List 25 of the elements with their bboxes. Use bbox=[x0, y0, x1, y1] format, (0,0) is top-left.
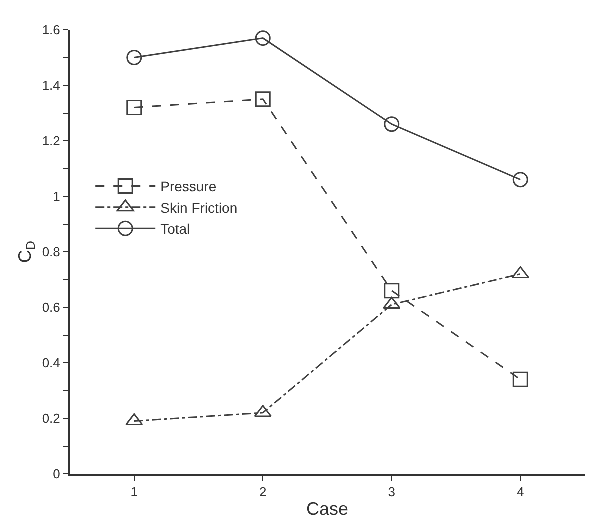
x-tick-label: 3 bbox=[388, 484, 396, 500]
x-tick-label: 4 bbox=[517, 484, 524, 500]
y-tick-label: 0.4 bbox=[42, 356, 60, 371]
point bbox=[126, 50, 142, 66]
y-tick-label: 0.2 bbox=[42, 411, 60, 426]
legend-label: Skin Friction bbox=[160, 200, 238, 216]
legend-label: Total bbox=[160, 221, 190, 238]
y-tick-label: 1.4 bbox=[42, 78, 60, 94]
y-tick-label: 0.6 bbox=[42, 300, 60, 316]
x-axis-title: Case bbox=[306, 499, 349, 520]
point bbox=[384, 283, 400, 299]
y-tick-label: 0.8 bbox=[42, 244, 60, 260]
x-tick-label: 2 bbox=[260, 484, 267, 500]
point bbox=[255, 30, 271, 46]
y-tick-label: 1 bbox=[53, 189, 60, 204]
point bbox=[255, 92, 271, 108]
y-tick-label: 1.2 bbox=[42, 134, 60, 149]
y-tick-label: 0 bbox=[53, 466, 60, 482]
point bbox=[512, 172, 528, 188]
y-tick-label: 1.6 bbox=[42, 22, 60, 38]
legend-label: Pressure bbox=[160, 178, 217, 195]
point bbox=[126, 100, 142, 116]
point bbox=[512, 372, 528, 388]
x-tick-label: 1 bbox=[130, 484, 138, 500]
point bbox=[384, 116, 400, 132]
